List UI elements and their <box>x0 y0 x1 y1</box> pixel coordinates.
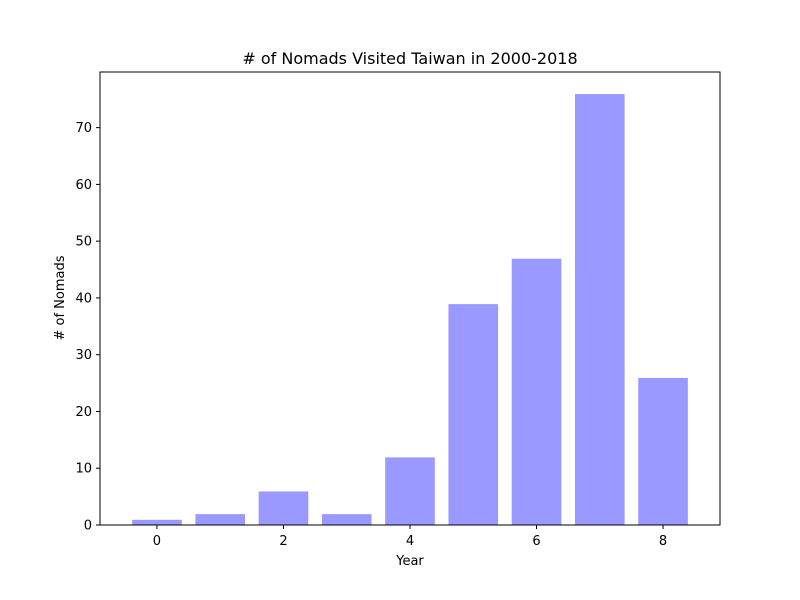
x-tick-label: 8 <box>659 534 667 549</box>
bar-3 <box>320 513 373 526</box>
x-axis-label: Year <box>395 554 424 569</box>
x-tick-label: 2 <box>279 534 287 549</box>
x-tick-label: 4 <box>406 534 414 549</box>
chart-title: # of Nomads Visited Taiwan in 2000-2018 <box>242 49 577 68</box>
bar-4 <box>384 456 436 526</box>
y-axis-ticks: 0 10 20 30 40 50 60 70 <box>75 121 100 534</box>
x-axis-ticks: 0 2 4 6 8 <box>153 525 667 549</box>
bar-2 <box>257 490 310 526</box>
bar-6 <box>510 257 563 526</box>
x-tick-label: 0 <box>153 534 161 549</box>
y-tick-label: 0 <box>84 519 92 534</box>
y-tick-label: 60 <box>75 178 92 193</box>
bar-1 <box>194 513 247 526</box>
y-tick-label: 70 <box>75 121 92 136</box>
bar-5 <box>447 303 500 526</box>
bar-8 <box>637 376 689 526</box>
bars-group <box>131 93 689 526</box>
y-axis-label: # of Nomads <box>53 255 68 340</box>
y-tick-label: 40 <box>75 291 92 306</box>
y-tick-label: 50 <box>75 235 92 250</box>
x-tick-label: 6 <box>532 534 540 549</box>
y-tick-label: 10 <box>75 462 92 477</box>
bar-7 <box>573 93 626 526</box>
y-tick-label: 30 <box>75 348 92 363</box>
y-tick-label: 20 <box>75 405 92 420</box>
bar-0 <box>131 518 183 526</box>
